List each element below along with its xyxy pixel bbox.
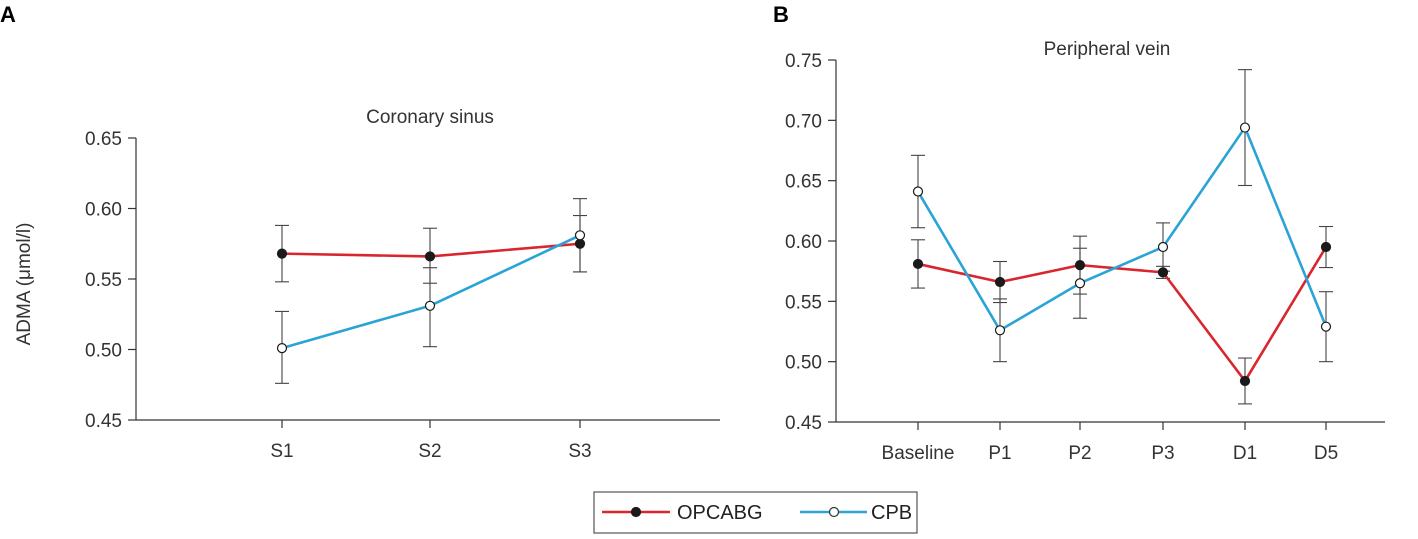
y-tick-label: 0.45 <box>785 413 822 434</box>
x-tick-label: Baseline <box>882 443 955 464</box>
y-tick-label: 0.50 <box>85 341 122 362</box>
y-ticks: 0.45 0.50 0.55 0.60 0.65 0.70 0.75 <box>785 51 836 434</box>
y-tick-label: 0.55 <box>785 292 822 313</box>
x-ticks: Baseline P1 P2 P3 D1 D5 <box>882 422 1338 464</box>
legend-marker-cpb <box>828 506 840 518</box>
data-point-cpb <box>912 186 924 197</box>
data-point-opcabg <box>574 238 586 249</box>
y-tick-label: 0.60 <box>785 232 822 253</box>
panel-label-b: B <box>773 2 789 27</box>
x-tick-label: D5 <box>1314 443 1338 464</box>
y-tick-label: 0.45 <box>85 411 122 432</box>
x-tick-label: S1 <box>270 441 293 462</box>
data-point-opcabg <box>994 276 1006 288</box>
y-tick-label: 0.65 <box>85 129 122 150</box>
data-point-cpb <box>276 342 288 354</box>
legend-label-cpb: CPB <box>871 502 912 524</box>
data-point-opcabg <box>1239 375 1251 387</box>
chart-title-coronary-sinus: Coronary sinus <box>366 107 494 128</box>
legend-marker-opcabg <box>630 506 642 518</box>
data-point-opcabg <box>912 258 924 270</box>
y-tick-label: 0.60 <box>85 200 122 221</box>
x-tick-label: D1 <box>1233 443 1257 464</box>
data-point-cpb <box>1074 278 1086 289</box>
series-group <box>911 69 1333 405</box>
panel-peripheral-vein: B Peripheral vein 0.450.500.550.600.650.… <box>773 2 1385 464</box>
y-tick-label: 0.75 <box>785 51 822 72</box>
data-point-cpb <box>1157 241 1169 253</box>
legend-label-opcabg: OPCABG <box>677 502 763 524</box>
series-group <box>275 198 587 384</box>
panel-label-a: A <box>0 2 16 27</box>
data-point-cpb <box>1239 122 1251 133</box>
data-point-opcabg <box>424 251 436 262</box>
series-line-opcabg <box>917 246 1328 383</box>
x-tick-label: P3 <box>1151 443 1174 464</box>
data-point-cpb <box>424 300 436 311</box>
data-point-cpb <box>574 230 586 241</box>
y-tick-label: 0.55 <box>85 270 122 291</box>
data-point-opcabg <box>1320 241 1332 253</box>
legend: OPCABG CPB <box>593 491 918 534</box>
y-ticks: 0.45 0.50 0.55 0.60 0.65 <box>85 129 136 432</box>
x-tick-label: P1 <box>988 443 1011 464</box>
series-line-cpb <box>916 126 1328 332</box>
y-tick-label: 0.65 <box>785 172 822 193</box>
x-tick-label: P2 <box>1068 443 1091 464</box>
x-tick-label: S2 <box>418 441 441 462</box>
y-tick-label: 0.70 <box>785 111 822 132</box>
data-point-opcabg <box>276 248 288 259</box>
x-ticks: S1 S2 S3 <box>270 420 592 462</box>
data-point-opcabg <box>1074 260 1086 271</box>
data-point-cpb <box>994 325 1006 336</box>
x-tick-label: S3 <box>568 441 591 462</box>
data-point-cpb <box>1320 321 1332 332</box>
data-point-opcabg <box>1157 267 1169 278</box>
y-axis-label: ADMA (μmol/l) <box>14 223 35 346</box>
chart-title-peripheral-vein: Peripheral vein <box>1044 39 1171 60</box>
panel-coronary-sinus: A Coronary sinus ADMA (μmol/l) 0.450.500… <box>0 2 720 462</box>
y-tick-label: 0.50 <box>785 353 822 374</box>
